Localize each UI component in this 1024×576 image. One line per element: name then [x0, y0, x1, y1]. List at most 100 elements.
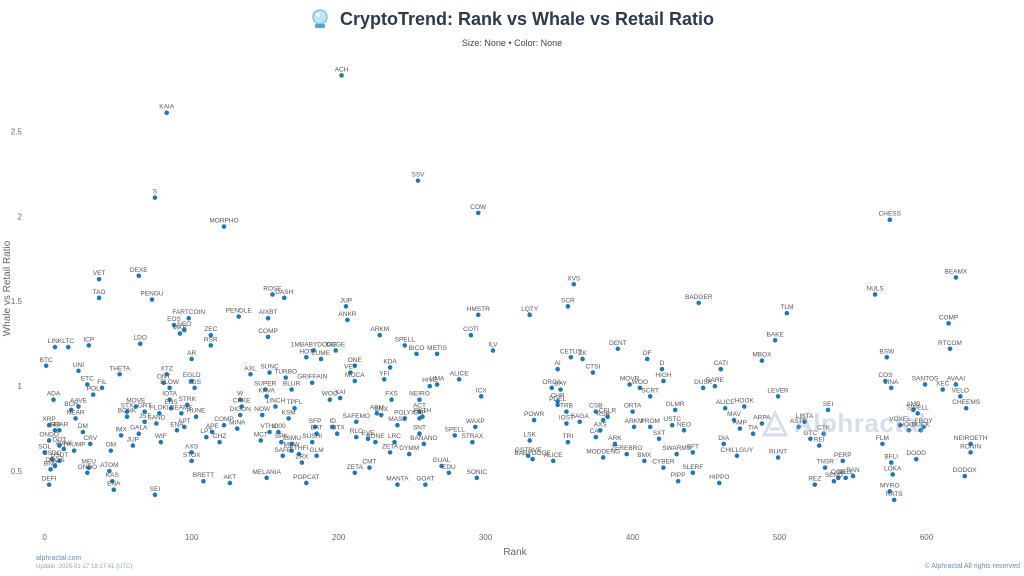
point-label: SOL — [38, 443, 51, 450]
point-label: MELANIA — [252, 469, 281, 476]
data-point — [333, 348, 338, 353]
data-point — [279, 439, 284, 445]
data-point — [133, 404, 139, 409]
y-tick-label: 2 — [18, 212, 23, 221]
data-point — [314, 453, 319, 459]
data-point — [605, 414, 610, 420]
data-point — [555, 402, 560, 408]
point-label: 1INCH — [266, 398, 286, 405]
data-point — [46, 422, 52, 428]
data-point — [558, 387, 563, 392]
point-label: MYRO — [880, 482, 900, 489]
data-point — [750, 431, 756, 436]
data-point — [890, 472, 896, 477]
data-point — [49, 456, 55, 462]
data-point — [427, 383, 433, 389]
data-point — [177, 331, 183, 336]
data-point — [258, 438, 264, 443]
data-point — [164, 371, 169, 377]
data-point — [337, 395, 343, 401]
point-label: ADA — [47, 391, 61, 398]
alphractal-logo-icon — [761, 409, 789, 436]
point-label: ICX — [476, 387, 488, 394]
point-label: HOOK — [899, 421, 919, 428]
point-label: ARK — [608, 435, 622, 442]
data-point — [289, 448, 294, 453]
data-point — [204, 434, 209, 440]
data-point — [99, 385, 105, 391]
data-point — [46, 482, 52, 487]
data-point — [953, 382, 959, 387]
data-point — [490, 348, 496, 353]
point-label: ZK — [578, 350, 587, 357]
data-point — [690, 470, 696, 476]
data-point — [446, 470, 452, 476]
x-tick-label: 100 — [185, 533, 199, 542]
point-label: LSK — [524, 431, 537, 438]
point-label: APE — [206, 423, 220, 430]
point-label: AMP — [733, 420, 747, 427]
data-point — [152, 195, 158, 200]
data-point — [217, 439, 222, 445]
point-label: JUP — [127, 437, 139, 444]
point-label: THETA — [109, 365, 130, 372]
point-label: AXS — [185, 443, 199, 450]
data-point — [741, 404, 747, 409]
data-point — [239, 404, 244, 409]
data-point — [659, 366, 665, 372]
data-point — [796, 424, 801, 430]
data-point — [281, 295, 287, 301]
point-label: PIPP — [671, 472, 686, 479]
data-point — [392, 439, 397, 445]
point-label: LUME — [312, 350, 331, 357]
data-point — [76, 368, 81, 374]
data-point — [968, 441, 973, 447]
point-label: NOW — [254, 406, 271, 413]
point-label: YFI — [379, 370, 389, 377]
data-point — [434, 351, 440, 357]
data-point — [330, 424, 336, 430]
point-label: VOXEL — [889, 416, 911, 423]
data-point — [76, 404, 81, 409]
data-point — [273, 404, 278, 409]
data-point — [452, 433, 458, 438]
data-point — [304, 354, 309, 360]
source-link[interactable]: alphractal.com — [36, 555, 82, 562]
data-point — [627, 382, 632, 387]
data-point — [731, 417, 737, 423]
point-label: SXT — [653, 430, 666, 437]
x-tick-label: 300 — [479, 533, 493, 542]
point-label: XTZ — [161, 365, 173, 372]
point-label: CTK — [817, 425, 831, 432]
point-label: DF — [643, 350, 652, 357]
data-point — [118, 433, 124, 438]
data-point — [65, 344, 71, 350]
point-label: VET — [344, 364, 357, 371]
data-point — [184, 402, 190, 408]
title-row: CryptoTrend: Rank vs Whale vs Retail Rat… — [0, 8, 1024, 30]
data-point — [565, 304, 571, 309]
data-point — [802, 419, 807, 425]
point-label: POPCAT — [293, 474, 319, 481]
point-label: BABYDOGE — [514, 450, 551, 457]
point-label: HMSTR — [467, 306, 490, 313]
point-label: TAO — [93, 289, 106, 296]
point-label: RATS — [886, 491, 904, 498]
data-point — [124, 409, 130, 414]
data-point — [48, 467, 53, 472]
point-label: XEC — [936, 381, 950, 388]
x-tick-label: 0 — [42, 533, 47, 542]
data-point — [68, 407, 74, 413]
data-point — [352, 363, 358, 369]
point-label: VELO — [952, 387, 969, 394]
point-label: COMP — [214, 416, 234, 423]
point-label: ARKM — [625, 418, 644, 425]
point-label: PROM — [640, 418, 660, 425]
data-point — [718, 366, 724, 372]
point-label: POLYX — [394, 409, 416, 416]
point-label: MANTA — [386, 476, 409, 483]
data-point — [259, 412, 265, 418]
data-point — [456, 377, 462, 382]
point-label: LISTA — [796, 413, 814, 420]
data-point — [304, 480, 309, 486]
